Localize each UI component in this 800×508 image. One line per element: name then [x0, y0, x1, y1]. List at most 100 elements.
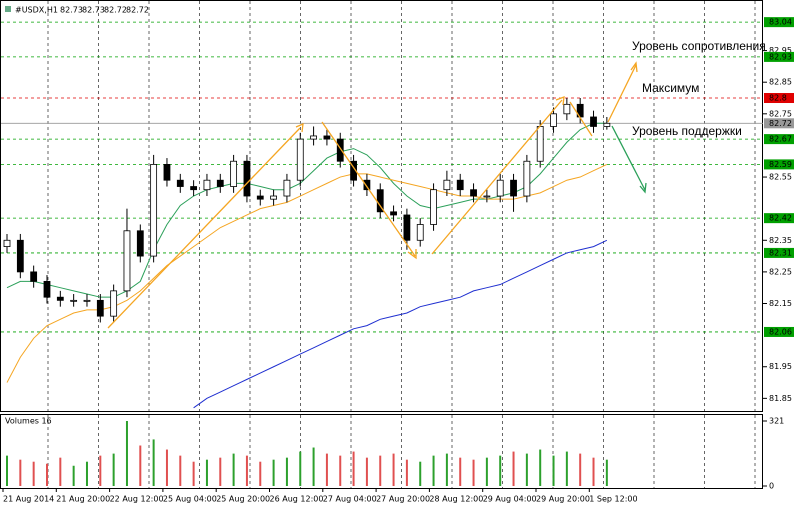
x-tick-label: 1 Sep 12:00 — [589, 495, 637, 504]
level-label: 82.31 — [769, 248, 792, 257]
candle-body — [96, 299, 104, 317]
plot: 82.95 82.85 82.75 82.55 82.35 82.25 82.15 81.95… — [1, 17, 794, 504]
quote-value: 82.72 — [104, 6, 127, 15]
candle-body — [443, 179, 451, 191]
y-tick-label: 82.15 — [769, 299, 792, 308]
x-tick-label: 25 Aug 20:00 — [216, 495, 270, 504]
candle-body — [110, 290, 118, 317]
candle-body — [363, 179, 371, 191]
moving-average — [193, 239, 608, 409]
x-tick-label: 25 Aug 04:00 — [163, 495, 217, 504]
candle-body — [56, 296, 64, 301]
maximum-label: Максимум — [642, 81, 699, 95]
candle-body — [216, 179, 224, 187]
candle-body — [136, 230, 144, 257]
level-label: 82.72 — [769, 119, 792, 128]
candle-body — [190, 186, 198, 191]
candle-body — [123, 230, 131, 292]
level-box — [764, 247, 794, 258]
y-tick-label: 82.55 — [769, 173, 792, 182]
candle-body — [323, 135, 331, 140]
candle-body — [16, 239, 24, 273]
volume-tick-label: 0 — [769, 482, 774, 491]
level-box — [764, 134, 794, 145]
quote-value: 82.73 — [82, 6, 105, 15]
y-tick-label: 82.85 — [769, 78, 792, 87]
annotation-arrows — [107, 61, 647, 329]
candle-body — [563, 103, 571, 115]
support-label: Уровень поддержки — [632, 124, 742, 138]
candle-body — [536, 126, 544, 162]
candle-body — [296, 138, 304, 181]
candle-body — [590, 116, 597, 127]
level-box — [764, 159, 794, 170]
candle-body — [310, 135, 317, 140]
x-tick-label: 26 Aug 12:00 — [270, 495, 324, 504]
candle-body — [483, 195, 491, 198]
level-label: 83.04 — [769, 18, 792, 27]
resistance-label: Уровень сопротивления — [632, 39, 766, 53]
candle-body — [283, 179, 291, 197]
symbol-icon — [5, 6, 11, 12]
level-box — [764, 326, 794, 337]
y-tick-label: 82.35 — [769, 236, 792, 245]
level-label: 82.06 — [769, 327, 792, 336]
candle-body — [70, 299, 78, 302]
level-label: 82.59 — [769, 160, 792, 169]
candle-body — [150, 163, 158, 257]
candle-body — [550, 113, 557, 127]
level-label: 82.93 — [769, 52, 792, 61]
level-label: 82.42 — [769, 214, 792, 223]
volume-tick-label: 321 — [769, 417, 784, 426]
candle-body — [470, 189, 477, 197]
candle-body — [270, 195, 278, 200]
candle-body — [336, 138, 344, 162]
candle-body — [230, 160, 238, 187]
volume-title: Volumes 16 — [5, 417, 52, 426]
candle-body — [43, 280, 51, 298]
volume-frame — [0, 414, 763, 489]
candle-body — [456, 179, 464, 191]
candle-body — [403, 214, 411, 241]
candle-body — [163, 163, 171, 181]
moving-average — [6, 163, 608, 383]
level-box — [764, 51, 794, 62]
y-tick-label: 81.85 — [769, 394, 792, 403]
candle-body — [510, 179, 517, 197]
y-tick-label: 82.95 — [769, 46, 792, 55]
y-tick-label: 81.95 — [769, 362, 792, 371]
quote-value: 82.73 — [60, 6, 83, 15]
candle-body — [203, 179, 211, 191]
vertical-grid — [47, 1, 756, 488]
y-tick-label: 82.25 — [769, 267, 792, 276]
candle-body — [3, 239, 11, 247]
candle-body — [243, 160, 251, 197]
level-label: 82.8 — [769, 94, 787, 103]
x-tick-label: 29 Aug 20:00 — [536, 495, 590, 504]
quote-value: 82.72 — [126, 6, 149, 15]
y-tick-label: 82.75 — [769, 109, 792, 118]
candle-body — [416, 224, 424, 241]
candle-body — [390, 211, 397, 216]
level-box — [764, 93, 794, 104]
moving-average — [6, 122, 607, 298]
x-tick-label: 21 Aug 2014 — [3, 495, 54, 504]
candle-body — [30, 271, 38, 282]
x-tick-label: 29 Aug 04:00 — [483, 495, 537, 504]
x-tick-label: 21 Aug 20:00 — [56, 495, 110, 504]
x-tick-label: 28 Aug 12:00 — [429, 495, 483, 504]
candle-body — [83, 299, 91, 302]
level-label: 82.67 — [769, 135, 792, 144]
candle-body — [523, 160, 531, 197]
x-tick-label: 27 Aug 04:00 — [323, 495, 377, 504]
symbol: #USDX,H1 — [15, 6, 58, 15]
level-box — [764, 118, 794, 129]
x-tick-label: 22 Aug 12:00 — [110, 495, 164, 504]
candle-body — [256, 195, 264, 200]
candle-body — [430, 189, 437, 225]
level-box — [764, 213, 794, 224]
candle-body — [603, 122, 611, 127]
candle-body — [496, 179, 504, 197]
level-box — [764, 17, 794, 28]
